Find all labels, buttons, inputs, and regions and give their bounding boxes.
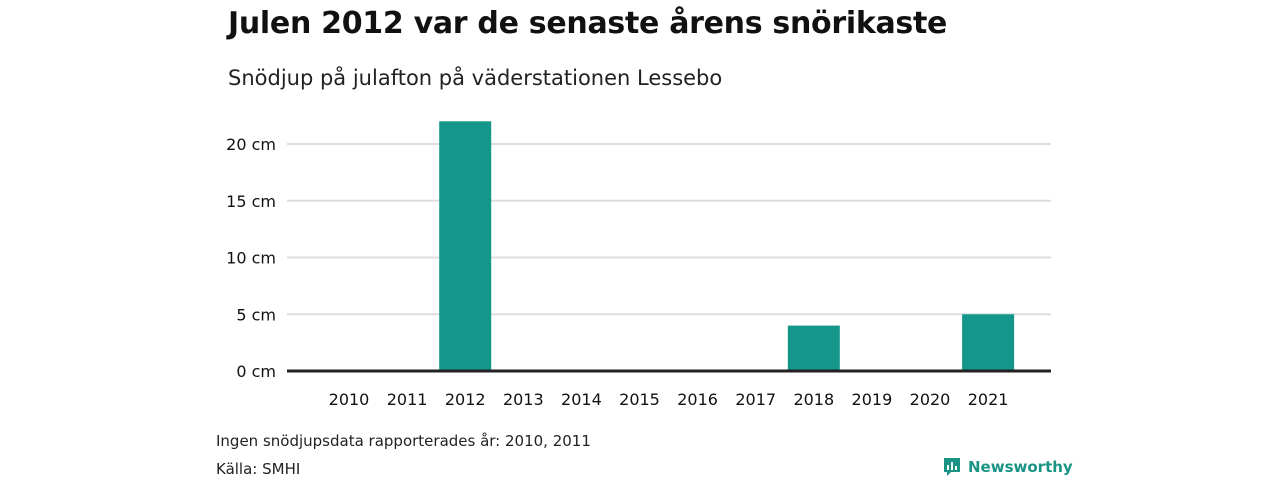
bar-2018	[787, 325, 840, 371]
brand-name: Newsworthy	[968, 458, 1073, 476]
x-tick-label: 2016	[677, 390, 718, 409]
grid-layer	[287, 143, 1051, 316]
chart-title: Julen 2012 var de senaste årens snörikas…	[228, 6, 948, 41]
x-tick-label: 2011	[387, 390, 428, 409]
newsworthy-logo[interactable]: Newsworthy	[942, 456, 1073, 478]
bar-layer	[439, 121, 1015, 371]
y-tick-label: 0 cm	[236, 362, 276, 381]
x-tick-label: 2020	[910, 390, 951, 409]
bar-chart: 0 cm 5 cm 10 cm 15 cm 20 cm 2010 2011 2012 2013…	[226, 121, 1051, 409]
x-axis-ticks: 2010 2011 2012 2013 2014 2015 2016 2017 2018 2019…	[329, 390, 1009, 409]
source-label: Källa: SMHI	[216, 460, 301, 478]
x-tick-label: 2015	[619, 390, 660, 409]
newsworthy-logo-icon	[944, 458, 960, 476]
y-tick-label: 10 cm	[226, 249, 276, 268]
x-tick-label: 2019	[852, 390, 893, 409]
y-tick-label: 5 cm	[236, 305, 276, 324]
x-tick-label: 2017	[735, 390, 776, 409]
x-tick-label: 2021	[968, 390, 1009, 409]
x-tick-label: 2018	[793, 390, 834, 409]
missing-data-note: Ingen snödjupsdata rapporterades år: 201…	[216, 432, 591, 450]
y-tick-label: 20 cm	[226, 135, 276, 154]
y-axis-ticks: 0 cm 5 cm 10 cm 15 cm 20 cm	[226, 135, 276, 381]
x-tick-label: 2012	[445, 390, 486, 409]
x-tick-label: 2014	[561, 390, 602, 409]
chart-subtitle: Snödjup på julafton på väderstationen Le…	[228, 66, 723, 90]
x-tick-label: 2013	[503, 390, 544, 409]
bar-2021	[962, 314, 1015, 371]
bar-2012	[439, 121, 492, 371]
y-tick-label: 15 cm	[226, 192, 276, 211]
x-tick-label: 2010	[329, 390, 370, 409]
